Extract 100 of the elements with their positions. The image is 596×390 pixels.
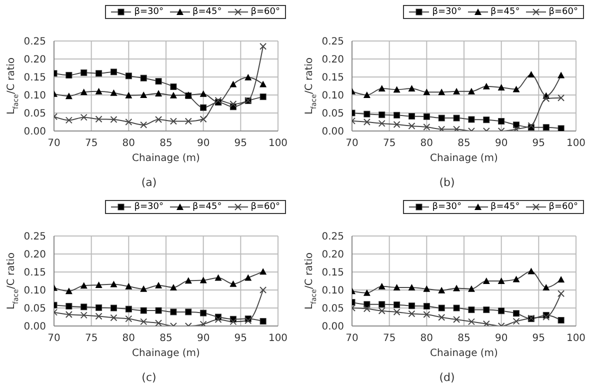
point <box>363 118 370 126</box>
x-axis-title: Chainage (m) <box>430 153 498 164</box>
text: (a) <box>140 176 158 189</box>
point <box>80 114 88 121</box>
y-tick-label: 0.10 <box>322 286 344 297</box>
legend-label: β=45° <box>192 202 222 212</box>
point <box>200 310 207 316</box>
point <box>155 320 162 326</box>
legend-label: β=60° <box>250 202 280 212</box>
point <box>468 306 475 314</box>
y-tick-label: 0.20 <box>24 54 46 66</box>
x-tick-label: 90 <box>196 138 210 150</box>
point <box>110 68 117 76</box>
text: (c) <box>140 371 158 384</box>
point <box>260 286 267 294</box>
x-tick-label: 85 <box>160 138 172 150</box>
legend-label: β=30° <box>432 202 462 212</box>
y-tick-label: 0.05 <box>24 304 46 315</box>
point <box>260 42 267 50</box>
point <box>423 310 430 318</box>
y-tick-label: 0.15 <box>24 268 46 279</box>
y-tick-label: 0.20 <box>24 250 46 261</box>
point <box>170 118 177 125</box>
legend-label: β=30° <box>432 7 462 17</box>
x-tick-label: 80 <box>122 138 136 150</box>
point <box>453 316 460 324</box>
point <box>394 302 400 308</box>
point <box>95 116 102 123</box>
point <box>498 308 505 314</box>
x-tick-label: 90 <box>196 333 210 344</box>
x-tick-label: 90 <box>494 138 508 150</box>
point <box>125 118 132 126</box>
y-tick-label: 0.05 <box>322 108 344 120</box>
point <box>558 125 564 131</box>
point <box>184 118 192 125</box>
point <box>438 304 445 312</box>
point <box>140 74 147 82</box>
point <box>125 72 132 80</box>
legend-label: β=60° <box>548 202 578 212</box>
x-tick-label: 70 <box>48 138 60 150</box>
point <box>155 78 162 85</box>
point <box>394 112 400 118</box>
point <box>378 120 386 127</box>
y-tick-label: 0.20 <box>322 250 344 261</box>
x-tick-label: 75 <box>84 333 98 344</box>
point <box>453 126 460 131</box>
point <box>438 114 445 122</box>
legend-label: β=30° <box>134 202 164 212</box>
point <box>498 118 505 125</box>
y-tick-label: 0.20 <box>322 54 344 66</box>
point <box>125 315 132 322</box>
point <box>110 314 118 322</box>
point <box>438 126 446 131</box>
point <box>558 316 564 324</box>
point <box>483 116 490 124</box>
x-tick-label: 70 <box>346 333 358 344</box>
y-tick-label: 0.05 <box>24 108 46 120</box>
x-tick-label: 85 <box>458 138 470 150</box>
legend-label: β=60° <box>548 7 578 17</box>
x-tick-label: 80 <box>420 138 434 150</box>
x-tick-label: 100 <box>268 333 288 344</box>
point <box>558 290 565 298</box>
point <box>408 310 416 318</box>
point <box>378 301 386 308</box>
point <box>364 110 370 118</box>
point <box>200 116 207 123</box>
point <box>96 70 102 77</box>
point <box>65 310 72 318</box>
x-tick-label: 85 <box>458 333 470 344</box>
point <box>453 304 460 312</box>
point <box>80 69 88 76</box>
point <box>423 302 430 310</box>
x-tick-label: 75 <box>382 333 396 344</box>
x-tick-label: 95 <box>532 138 546 150</box>
point <box>468 116 475 123</box>
x-tick-label: 75 <box>84 138 98 150</box>
point <box>378 307 386 314</box>
x-axis-title: Chainage (m) <box>430 348 498 359</box>
y-tick-label: 0.00 <box>24 322 46 333</box>
y-tick-label: 0.05 <box>322 304 344 315</box>
point <box>200 320 207 326</box>
point <box>230 318 237 326</box>
point <box>214 316 222 324</box>
point <box>512 126 520 131</box>
y-tick-label: 0.10 <box>24 286 46 297</box>
point <box>155 116 162 123</box>
x-tick-label: 95 <box>532 333 546 344</box>
x-tick-label: 100 <box>268 138 288 150</box>
y-tick-label: 0.25 <box>24 232 46 243</box>
y-tick-label: 0.25 <box>322 232 344 243</box>
point <box>363 305 370 312</box>
x-tick-label: 95 <box>234 138 248 150</box>
legend-label: β=45° <box>490 202 520 212</box>
point <box>66 72 72 78</box>
point <box>453 114 460 122</box>
point <box>393 121 400 128</box>
point <box>140 121 148 128</box>
y-tick-label: 0.25 <box>24 36 46 48</box>
text: (b) <box>438 176 456 189</box>
point <box>542 124 550 131</box>
